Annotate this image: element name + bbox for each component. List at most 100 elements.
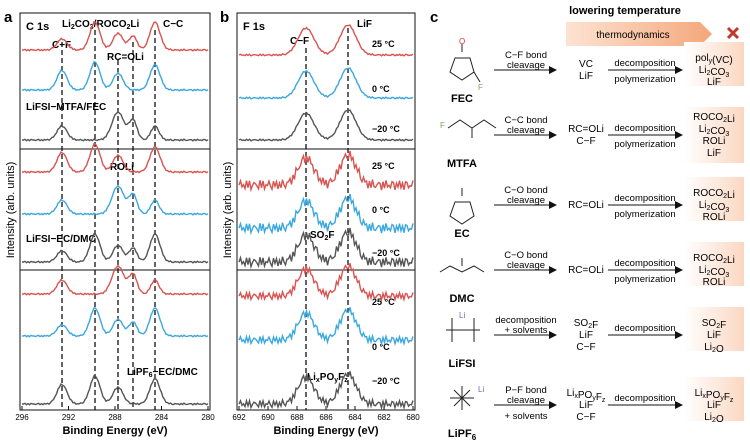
step1-bottom: cleavage [507,195,545,206]
lipf6-molecule-icon [450,386,474,410]
lifsi-molecule-icon [446,318,480,342]
header-lowering-temp: lowering temperature [569,5,681,17]
molecule-name: MTFA [447,158,477,170]
panel-a-spectrum [21,142,209,174]
step1-top: C−O bond [504,185,548,196]
temperature-label: −20 °C [372,248,400,258]
final-product: Li2CO3 [699,200,730,214]
panel-b-letter: b [220,9,229,26]
anno-rcoli-a: RC=OLi [107,52,144,63]
step2-bottom: polymerization [614,209,675,220]
final-product: Li2CO3 [699,65,730,79]
step2-bottom: polymerization [614,274,675,285]
panel-b-tick-label: 684 [348,413,362,422]
lifsi-li: Li [459,311,465,320]
intermediate-product: C−F [576,136,595,147]
molecule-name: LiFSI [449,358,476,370]
group-label-1: LiFSI−MTFA/FEC [26,102,106,113]
panel-b-tick-label: 682 [377,413,391,422]
thermodynamics-arrow [566,22,712,46]
panel-b-tick-label: 690 [261,413,275,422]
panel-b-label: F 1s [243,21,265,33]
intermediate-product: RC=OLi [568,124,604,135]
panel-b-tick-label: 688 [290,413,304,422]
group-label-3: LiPF6−EC/DMC [127,367,198,379]
panel-a-spectrum [21,20,209,52]
panel-b-dashed-lines [305,28,349,410]
temperature-label: 25 °C [372,161,395,171]
panel-a-dashed-lines [61,30,156,410]
panel-a-tick-label: 284 [155,413,169,422]
step1-bottom: cleavage [507,260,545,271]
panel-b-spectrum [238,263,414,303]
intermediate-product: LiF [579,400,593,411]
temperature-label: 0 °C [372,342,390,352]
step1-top: C−F bond [505,50,547,61]
final-product: ROLi [703,277,726,288]
cross-icon [726,26,740,40]
molecule-name: DMC [449,293,474,305]
products-background [684,307,744,351]
panel-b-tick-label: 692 [232,413,246,422]
step1-bottom: cleavage [507,395,545,406]
final-product: LiF [707,77,721,88]
panel-a-spectrum [21,232,209,264]
intermediate-product: RC=OLi [568,200,604,211]
products-background [684,42,744,86]
anno-cc: C−C [163,19,183,30]
mtfa-molecule-icon [447,119,497,138]
final-product: LiF [707,148,721,159]
molecule-name: LiPF6 [448,428,477,442]
temperature-label: −20 °C [372,124,400,134]
step2-top: decomposition [614,193,675,204]
panel-a-spectrum [21,264,209,296]
temperature-label: 25 °C [372,297,395,307]
step1-bottom: cleavage [507,60,545,71]
molecule-name: FEC [451,93,473,105]
panel-b-spectrum [238,193,414,236]
products-background [684,107,744,163]
final-product: LiF [707,330,721,341]
anno-so2f: SO2F [310,230,334,242]
panel-a-tick-label: 292 [62,413,76,422]
intermediate-product: VC [579,59,593,70]
panel-a-frame [19,12,211,411]
final-product: Li2CO3 [699,124,730,138]
panel-a-spectrum [21,306,209,338]
final-product: LiF [707,400,721,411]
step2-top: decomposition [614,58,675,69]
step1-bottom: + solvents [504,325,547,336]
step1-top: P−F bond [505,385,546,396]
fec-o: O [459,37,465,46]
fec-f: F [478,83,483,92]
intermediate-product: C−F [576,342,595,353]
final-product: Li2O [704,342,724,355]
panel-a-tick-label: 288 [108,413,122,422]
final-product: ROCO2Li [693,253,735,266]
anno-li2co3: Li2CO3/ROCO2Li [62,19,139,31]
panel-a-tick-label: 280 [201,413,215,422]
panel-b-spectrum [238,227,414,270]
temperature-label: −20 °C [372,376,400,386]
final-product: Li2CO3 [699,265,730,279]
intermediate-product: LixPOyFz [567,388,606,404]
panel-b-spectrum [238,371,414,411]
step2-bottom: polymerization [614,74,675,85]
intermediate-product: LiF [579,330,593,341]
final-product: ROCO2Li [693,112,735,125]
panel-a-spectrum [21,60,209,92]
ec-molecule-icon [449,188,475,225]
anno-cf-b: C−F [290,36,309,47]
step1-extra: + solvents [504,411,547,422]
panel-a-label: C 1s [26,21,49,33]
panel-b-spectrum [238,307,414,347]
final-product: ROCO2Li [693,188,735,201]
products-background [684,177,744,221]
intermediate-product: SO2F [574,318,598,331]
step2-top: decomposition [614,123,675,134]
intermediate-product: RC=OLi [568,265,604,276]
panel-b-spectra [238,24,414,411]
thermodynamics-label: thermodynamics [596,30,669,41]
